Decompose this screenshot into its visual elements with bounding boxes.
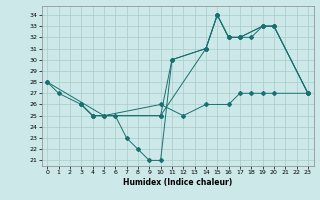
- X-axis label: Humidex (Indice chaleur): Humidex (Indice chaleur): [123, 178, 232, 187]
